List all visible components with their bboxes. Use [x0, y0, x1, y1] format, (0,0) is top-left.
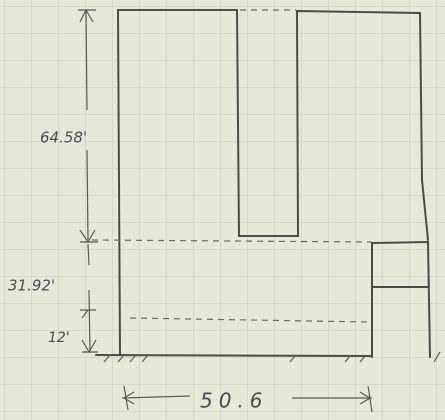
sketch: 64.58' 31.92' 12' 50.6	[0, 0, 445, 420]
dimension-label: 31.92'	[8, 277, 55, 295]
dimension-label: 12'	[48, 330, 70, 346]
dimension-label: 50.6	[200, 389, 269, 413]
dimension-label: 64.58'	[40, 129, 87, 147]
grid-paper	[0, 0, 445, 420]
